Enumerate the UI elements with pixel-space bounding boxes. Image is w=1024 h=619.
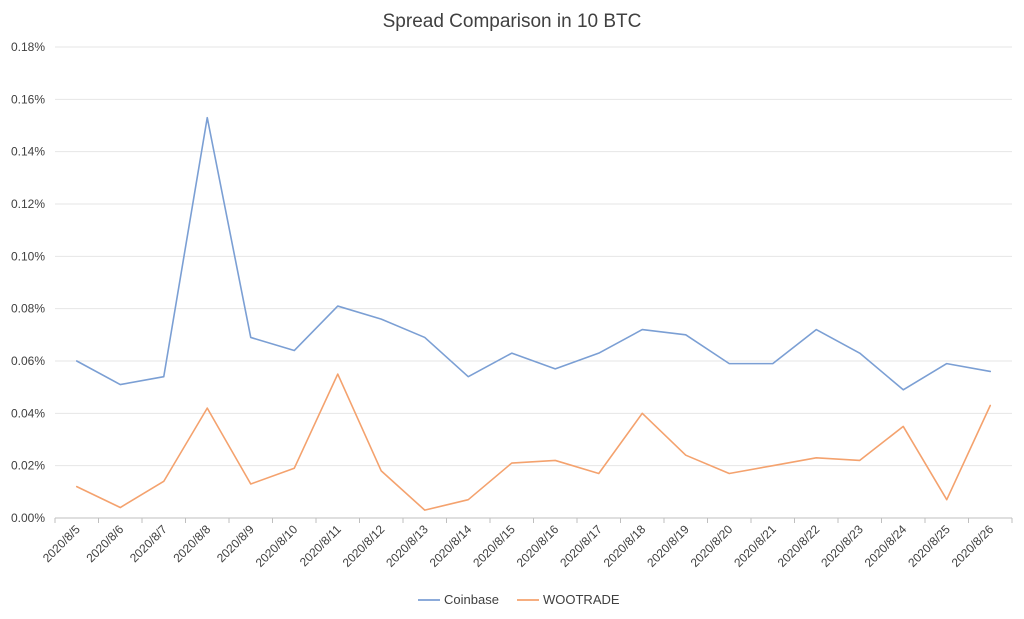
y-axis-tick-labels: 0.00% 0.02% 0.04% 0.06% 0.08% 0.10% 0.12% 0.14%… [11, 40, 45, 525]
y-tick-label: 0.16% [11, 92, 45, 106]
x-tick-label: 2020/8/20 [688, 522, 736, 570]
x-tick-label: 2020/8/13 [383, 522, 431, 570]
y-tick-label: 0.06% [11, 354, 45, 368]
x-axis-tick-labels: 2020/8/5 2020/8/6 2020/8/7 2020/8/8 2020/8/9… [40, 522, 997, 570]
x-tick-label: 2020/8/25 [905, 522, 953, 570]
x-tick-label: 2020/8/6 [83, 522, 126, 565]
legend-label-wootrade: WOOTRADE [543, 592, 620, 607]
x-tick-label: 2020/8/9 [214, 522, 257, 565]
x-tick-label: 2020/8/12 [340, 522, 388, 570]
legend-label-coinbase: Coinbase [444, 592, 499, 607]
x-tick-label: 2020/8/26 [949, 522, 997, 570]
y-tick-label: 0.18% [11, 40, 45, 54]
y-tick-label: 0.10% [11, 249, 45, 263]
y-tick-label: 0.12% [11, 197, 45, 211]
legend: Coinbase WOOTRADE [418, 592, 620, 607]
gridlines [55, 46, 1012, 467]
x-tick-label: 2020/8/16 [514, 522, 562, 570]
x-tick-label: 2020/8/7 [127, 522, 170, 565]
y-tick-label: 0.08% [11, 302, 45, 316]
y-tick-label: 0.00% [11, 511, 45, 525]
x-tick-label: 2020/8/8 [170, 522, 213, 565]
series-lines [75, 116, 992, 511]
x-tick-label: 2020/8/24 [862, 522, 910, 570]
y-tick-label: 0.02% [11, 459, 45, 473]
series-line-wootrade [75, 373, 992, 511]
x-tick-label: 2020/8/19 [644, 522, 692, 570]
chart-title: Spread Comparison in 10 BTC [383, 11, 642, 32]
x-axis [54, 517, 1013, 523]
x-tick-label: 2020/8/10 [253, 522, 301, 570]
x-tick-label: 2020/8/17 [557, 522, 605, 570]
y-tick-label: 0.04% [11, 406, 45, 420]
x-tick-label: 2020/8/15 [470, 522, 518, 570]
x-tick-label: 2020/8/18 [601, 522, 649, 570]
x-tick-label: 2020/8/22 [775, 522, 823, 570]
x-tick-label: 2020/8/14 [427, 522, 475, 570]
x-tick-label: 2020/8/21 [731, 522, 779, 570]
series-line-coinbase [75, 116, 992, 391]
x-tick-label: 2020/8/23 [818, 522, 866, 570]
x-tick-label: 2020/8/11 [297, 522, 344, 569]
y-tick-label: 0.14% [11, 145, 45, 159]
x-tick-label: 2020/8/5 [40, 522, 83, 565]
